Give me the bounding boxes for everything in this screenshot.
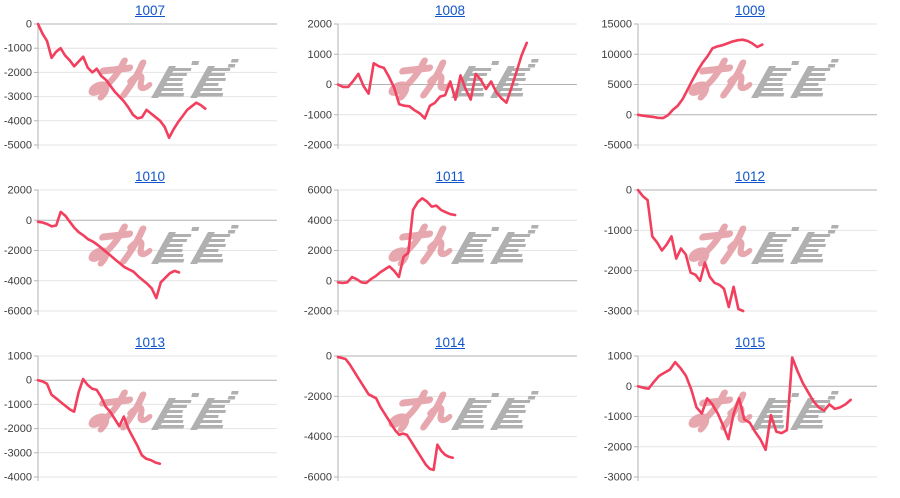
chart-cell: 1014 0 -2000 -4000 -6000 — [300, 332, 600, 498]
y-tick-label: -2000 — [304, 391, 332, 403]
y-tick-label: 0 — [26, 215, 32, 227]
chart-title-link[interactable]: 1010 — [134, 169, 166, 184]
profit-line-chart: 15000 10000 5000 0 -5000 — [601, 19, 877, 152]
chart-cell: 1015 1000 0 -1000 -2000 -3000 — [600, 332, 900, 498]
chart-cell: 1010 2000 0 -2000 -4000 -6000 — [0, 166, 300, 332]
chart-title-row: 1010 — [0, 168, 300, 186]
y-tick-label: -2000 — [604, 265, 632, 277]
y-tick-label: 1000 — [608, 351, 632, 363]
profit-line-series — [336, 196, 457, 285]
profit-line-chart: 0 -1000 -2000 -3000 -4000 -5000 — [4, 19, 277, 152]
chart-title-row: 1012 — [600, 168, 900, 186]
profit-line-series — [336, 41, 529, 120]
profit-line-chart: 1000 0 -1000 -2000 -3000 — [604, 351, 877, 484]
profit-line-chart: 1000 0 -1000 -2000 -3000 -4000 — [4, 351, 277, 484]
y-tick-label: 4000 — [308, 215, 332, 227]
y-tick-label: -2000 — [4, 423, 32, 435]
y-tick-label: -4000 — [4, 115, 32, 127]
profit-line-series — [36, 210, 181, 300]
y-tick-label: -4000 — [4, 275, 32, 287]
y-tick-label: 10000 — [601, 49, 632, 61]
y-tick-label: 0 — [326, 351, 332, 363]
chart-title-link[interactable]: 1015 — [734, 335, 766, 350]
y-tick-label: -3000 — [4, 447, 32, 459]
chart-title-link[interactable]: 1011 — [435, 169, 465, 184]
minrepo-watermark-icon — [690, 225, 838, 264]
chart-cell: 1008 2000 1000 0 -1000 -2000 — [300, 0, 600, 166]
y-tick-label: -3000 — [4, 91, 32, 103]
y-tick-label: 0 — [26, 375, 32, 387]
y-tick-label: -2000 — [304, 140, 332, 152]
chart-cell: 1007 0 -1000 -2000 -3000 -4000 -5000 — [0, 0, 300, 166]
chart-title-link[interactable]: 1009 — [734, 3, 766, 18]
y-tick-label: 6000 — [308, 185, 332, 197]
minrepo-watermark-icon — [90, 59, 238, 98]
profit-line-chart: 2000 1000 0 -1000 -2000 — [304, 19, 577, 152]
chart-title-link[interactable]: 1014 — [434, 335, 466, 350]
profit-line-series — [36, 22, 207, 139]
y-tick-label: -1000 — [4, 43, 32, 55]
y-tick-label: 15000 — [601, 19, 632, 31]
profit-line-series — [636, 356, 852, 452]
y-tick-label: -2000 — [304, 306, 332, 318]
minrepo-watermark-icon — [390, 59, 538, 98]
y-tick-label: -6000 — [4, 306, 32, 318]
chart-title-link[interactable]: 1012 — [734, 169, 766, 184]
y-tick-label: -2000 — [4, 67, 32, 79]
y-tick-label: -2000 — [4, 245, 32, 257]
y-tick-label: -1000 — [604, 225, 632, 237]
y-tick-label: 0 — [626, 381, 632, 393]
chart-title-row: 1007 — [0, 2, 300, 20]
chart-cell: 1013 1000 0 -1000 -2000 -3000 -4000 — [0, 332, 300, 498]
chart-title-row: 1011 — [300, 168, 600, 186]
y-tick-label: 1000 — [308, 49, 332, 61]
y-tick-label: 0 — [326, 79, 332, 91]
minrepo-watermark-icon — [390, 225, 538, 264]
chart-title-link[interactable]: 1007 — [134, 3, 166, 18]
profit-line-chart: 0 -2000 -4000 -6000 — [304, 351, 577, 484]
chart-title-row: 1014 — [300, 334, 600, 352]
y-tick-label: -4000 — [4, 472, 32, 484]
y-tick-label: -5000 — [604, 140, 632, 152]
y-tick-label: 0 — [326, 275, 332, 287]
profit-line-chart: 0 -1000 -2000 -3000 — [604, 185, 877, 318]
y-tick-label: -6000 — [304, 472, 332, 484]
chart-cell: 1011 6000 4000 2000 0 -2000 — [300, 166, 600, 332]
y-tick-label: 5000 — [608, 79, 632, 91]
profit-line-chart: 6000 4000 2000 0 -2000 — [304, 185, 577, 318]
chart-title-row: 1013 — [0, 334, 300, 352]
y-tick-label: 2000 — [308, 19, 332, 31]
y-tick-label: -2000 — [604, 441, 632, 453]
chart-title-row: 1009 — [600, 2, 900, 20]
chart-title-link[interactable]: 1008 — [434, 3, 466, 18]
profit-line-series — [336, 355, 454, 472]
y-tick-label: -1000 — [604, 411, 632, 423]
y-tick-label: 0 — [626, 109, 632, 121]
y-tick-label: 2000 — [308, 245, 332, 257]
profit-line-series — [636, 188, 745, 313]
y-tick-label: -4000 — [304, 431, 332, 443]
minrepo-watermark-icon — [690, 59, 838, 98]
profit-line-series — [636, 38, 764, 120]
chart-title-row: 1015 — [600, 334, 900, 352]
chart-cell: 1009 15000 10000 5000 0 -5000 — [600, 0, 900, 166]
chart-title-row: 1008 — [300, 2, 600, 20]
profit-line-chart: 2000 0 -2000 -4000 -6000 — [4, 185, 277, 318]
y-tick-label: 0 — [26, 19, 32, 31]
minrepo-watermark-icon — [690, 391, 838, 430]
y-tick-label: -5000 — [4, 140, 32, 152]
y-tick-label: -3000 — [604, 306, 632, 318]
y-tick-label: -1000 — [304, 109, 332, 121]
y-tick-label: -3000 — [604, 472, 632, 484]
y-tick-label: -1000 — [4, 399, 32, 411]
minrepo-watermark-icon — [390, 391, 538, 430]
minrepo-watermark-icon — [90, 391, 238, 430]
y-tick-label: 1000 — [8, 351, 32, 363]
profit-line-series — [36, 377, 162, 465]
y-tick-label: 0 — [626, 185, 632, 197]
chart-cell: 1012 0 -1000 -2000 -3000 — [600, 166, 900, 332]
chart-title-link[interactable]: 1013 — [134, 335, 166, 350]
y-tick-label: 2000 — [8, 185, 32, 197]
